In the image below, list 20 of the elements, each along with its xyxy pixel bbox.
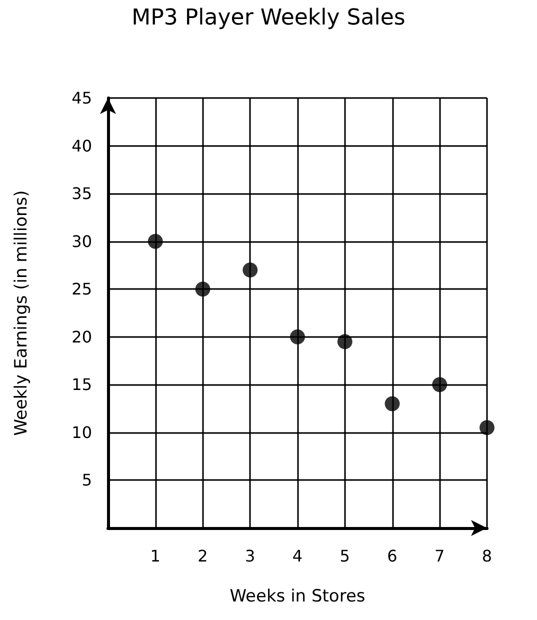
x-tick-label: 1 xyxy=(150,546,160,566)
y-tick-label: 45 xyxy=(72,88,92,108)
x-tick-label: 5 xyxy=(340,546,350,566)
y-tick-label: 10 xyxy=(72,422,92,442)
x-axis-title: Weeks in Stores xyxy=(230,586,366,606)
x-tick-label: 3 xyxy=(245,546,256,566)
y-axis-title: Weekly Earnings (in millions) xyxy=(12,190,32,436)
x-tick-label: 2 xyxy=(198,546,208,566)
x-tick-label: 6 xyxy=(387,546,398,566)
y-tick-label: 40 xyxy=(72,136,92,156)
y-tick-label: 30 xyxy=(72,232,92,251)
x-tick-label: 8 xyxy=(482,546,492,566)
x-tick-label: 4 xyxy=(292,546,303,566)
y-tick-label: 5 xyxy=(82,470,92,490)
y-tick-label: 35 xyxy=(72,184,92,204)
y-tick-label: 15 xyxy=(72,375,92,394)
y-tick-label: 25 xyxy=(72,280,92,299)
y-tick-label: 20 xyxy=(72,327,92,346)
x-tick-label: 7 xyxy=(434,546,445,566)
chart-title: MP3 Player Weekly Sales xyxy=(132,6,406,30)
